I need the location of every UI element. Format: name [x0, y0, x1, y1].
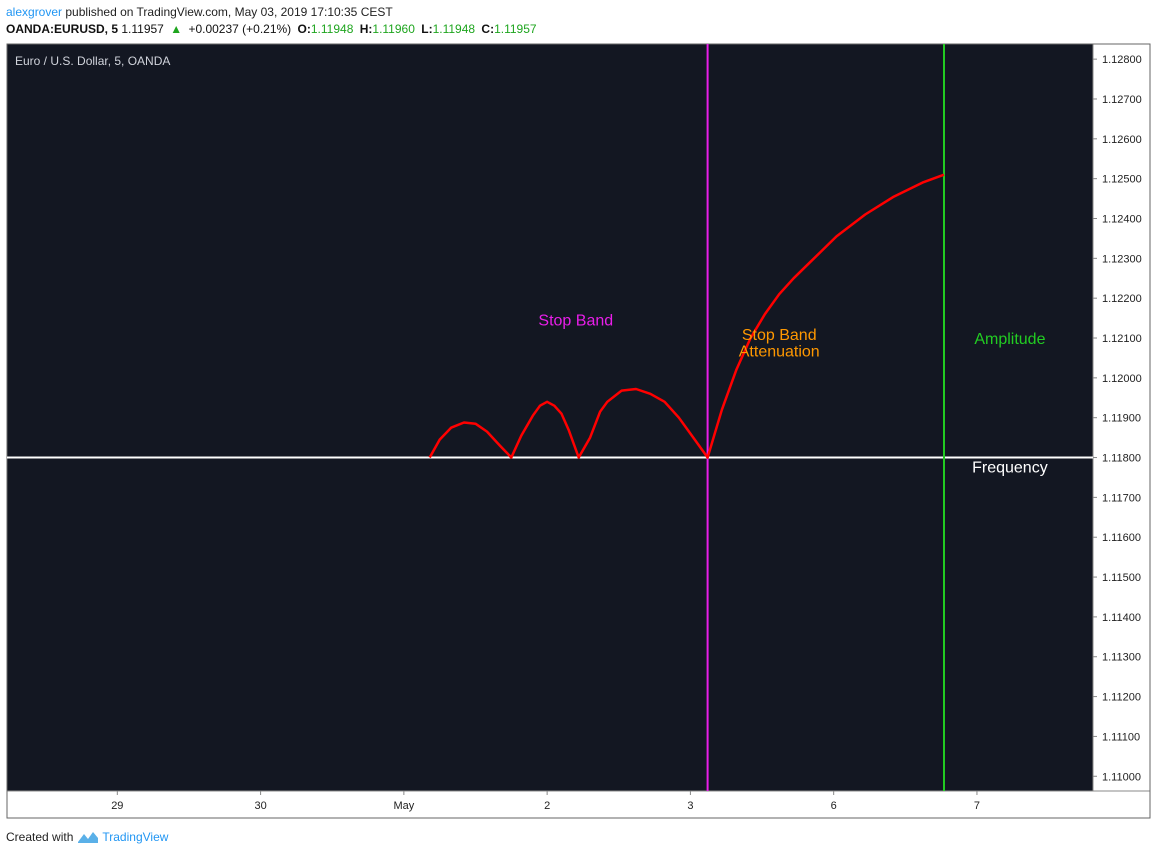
y-tick-label: 1.11600: [1102, 532, 1141, 544]
annotation-stop-band: Stop Band: [538, 312, 613, 329]
annotation-amplitude: Amplitude: [974, 331, 1045, 348]
high-value: 1.11960: [372, 22, 415, 36]
quote-bar: OANDA:EURUSD, 5 1.11957 ▲ +0.00237 (+0.2…: [6, 22, 540, 36]
y-tick-label: 1.12400: [1102, 213, 1142, 225]
x-tick-label: 2: [544, 800, 550, 812]
y-tick-labels: 1.12800 1.12700 1.12600 1.12500 1.12400 1.123…: [1093, 54, 1142, 783]
tradingview-logo-icon: [78, 832, 99, 843]
footer: Created with TradingView: [6, 830, 168, 844]
x-tick-label: May: [393, 800, 414, 812]
y-tick-label: 1.11400: [1102, 612, 1141, 624]
plot-area[interactable]: [7, 44, 1093, 791]
tradingview-brand-link[interactable]: TradingView: [102, 830, 169, 844]
open-value: 1.11948: [310, 22, 354, 36]
y-tick-label: 1.12800: [1102, 54, 1142, 66]
y-tick-label: 1.11900: [1102, 413, 1141, 425]
chart[interactable]: Euro / U.S. Dollar, 5, OANDA 1.128001.12…: [0, 0, 1156, 825]
author-link[interactable]: alexgrover: [6, 5, 63, 19]
annotation-frequency: Frequency: [972, 459, 1048, 476]
up-arrow-icon: ▲: [170, 22, 183, 36]
annotation-attenuation-2: Attenuation: [739, 344, 820, 361]
x-tick-label: 29: [111, 800, 123, 812]
annotation-attenuation-1: Stop Band: [742, 327, 817, 344]
y-tick-label: 1.12300: [1102, 253, 1142, 265]
publish-info: alexgrover published on TradingView.com,…: [6, 5, 393, 19]
close-label: C:: [481, 22, 495, 36]
high-label: H:: [359, 22, 373, 36]
published-text: published on TradingView.com, May 03, 20…: [65, 5, 393, 19]
x-tick-label: 7: [974, 800, 980, 812]
low-label: L:: [421, 22, 433, 36]
y-tick-label: 1.12700: [1102, 94, 1142, 106]
x-tick-label: 6: [831, 800, 837, 812]
x-tick-label: 3: [687, 800, 693, 812]
symbol-label: OANDA:EURUSD, 5: [6, 22, 119, 36]
chart-border: [6, 43, 1151, 819]
open-label: O:: [297, 22, 311, 36]
last-price: 1.11957: [121, 22, 164, 36]
y-tick-label: 1.11000: [1102, 771, 1141, 783]
chart-title: Euro / U.S. Dollar, 5, OANDA: [15, 54, 170, 68]
y-tick-label: 1.12100: [1102, 333, 1142, 345]
y-tick-label: 1.12500: [1102, 174, 1142, 186]
x-tick-label: 30: [254, 800, 266, 812]
y-tick-label: 1.11500: [1102, 572, 1141, 584]
time-axis[interactable]: [6, 790, 1151, 819]
x-tick-labels: 29 30 May 2 3 6 7: [111, 791, 980, 812]
y-tick-label: 1.11300: [1102, 652, 1141, 664]
created-with-text: Created with: [6, 830, 74, 844]
price-change: +0.00237 (+0.21%): [188, 22, 292, 36]
low-value: 1.11948: [432, 22, 476, 36]
filter-response-curve: [428, 173, 945, 459]
y-tick-label: 1.11700: [1102, 492, 1141, 504]
y-tick-label: 1.12200: [1102, 293, 1142, 305]
y-tick-label: 1.11100: [1102, 731, 1140, 743]
y-tick-label: 1.11200: [1102, 692, 1141, 704]
chart-marks: [7, 44, 1093, 791]
y-tick-label: 1.12600: [1102, 134, 1142, 146]
y-tick-label: 1.11800: [1102, 453, 1141, 465]
close-value: 1.11957: [494, 22, 537, 36]
y-tick-label: 1.12000: [1102, 373, 1142, 385]
